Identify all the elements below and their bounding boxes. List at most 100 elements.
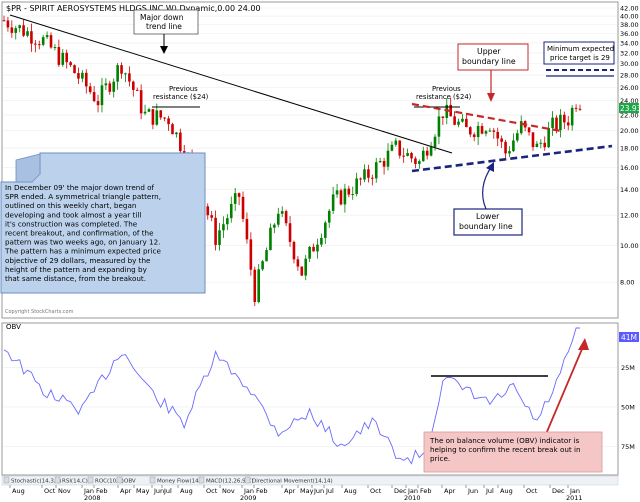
obv-title: OBV	[6, 323, 21, 331]
candle-body	[347, 188, 351, 195]
candle-body	[135, 89, 139, 91]
candle-body	[445, 104, 449, 118]
x-tick-label: Jun	[153, 487, 164, 495]
indicator-tab-label[interactable]: RSI(14,C)	[62, 479, 88, 485]
target-callout	[543, 41, 615, 65]
lower-boundary-callout	[453, 208, 523, 236]
candle-body	[245, 218, 249, 240]
candle-body	[555, 117, 558, 131]
x-tick-label: Jul	[325, 487, 334, 495]
candle-body	[280, 211, 284, 214]
obv-note	[423, 431, 603, 473]
obv-level-label: 41M	[621, 333, 637, 342]
price-tick-label: 22.00	[620, 111, 639, 119]
x-tick-label: May	[136, 487, 150, 495]
candle-body	[65, 52, 68, 63]
indicator-checkbox[interactable]	[87, 476, 94, 484]
candle-body	[10, 27, 14, 33]
candle-body	[139, 90, 143, 114]
candle-body	[402, 155, 405, 157]
candle-body	[496, 131, 500, 139]
candle-body	[222, 224, 225, 231]
candle-body	[57, 47, 61, 65]
candle-body	[249, 239, 253, 270]
candle-body	[147, 109, 151, 112]
candle-body	[312, 246, 315, 252]
commentary-text: In December 09' the major down trend of S…	[4, 183, 161, 283]
price-tick-label: 42.00	[620, 5, 639, 13]
target-text: Minimum expected price target is 29	[547, 45, 614, 62]
candle-body	[159, 110, 163, 118]
indicator-checkbox[interactable]	[3, 476, 10, 484]
candle-body	[543, 142, 547, 148]
obv-arrow	[545, 341, 586, 435]
candle-body	[49, 35, 53, 48]
indicator-checkbox[interactable]	[244, 476, 251, 484]
candle-body	[324, 222, 327, 238]
lower-boundary-text: Lower boundary line	[459, 212, 513, 231]
x-tick-label: Feb	[256, 487, 268, 495]
candle-body	[34, 43, 37, 45]
candle-body	[88, 86, 92, 93]
candle-body	[116, 65, 119, 82]
price-tick-label: 20.00	[620, 127, 639, 135]
candle-body	[284, 211, 288, 224]
candle-body	[22, 25, 25, 36]
downtrend-callout-text: Major down trend line	[140, 13, 184, 31]
candle-body	[292, 241, 296, 260]
x-tick-label: May	[300, 487, 314, 495]
candle-body	[53, 47, 57, 49]
candle-body	[41, 37, 45, 45]
year-label: 2011	[566, 494, 583, 502]
candle-body	[92, 92, 96, 102]
indicator-tab-label[interactable]: MACD(12,26,9,C)	[206, 479, 253, 485]
price-tick-label: 14.00	[620, 186, 639, 194]
candle-body	[566, 122, 570, 126]
candle-body	[331, 194, 335, 211]
indicator-checkbox[interactable]	[116, 476, 123, 484]
indicator-tab-label[interactable]: Directional Movement(14,14)	[252, 479, 333, 485]
price-tick-label: 34.00	[620, 39, 639, 47]
candle-body	[300, 266, 304, 276]
x-tick-label: Dec	[552, 487, 565, 495]
major-downtrend-line	[9, 14, 453, 154]
price-tick-label: 18.00	[620, 145, 639, 153]
candle-body	[14, 28, 18, 33]
candle-body	[394, 140, 398, 145]
price-tick-label: 32.00	[620, 49, 639, 57]
candle-body	[100, 85, 104, 106]
candle-body	[320, 237, 323, 245]
candle-body	[527, 127, 531, 133]
indicator-checkbox[interactable]	[198, 476, 205, 484]
candle-body	[316, 244, 319, 252]
candle-body	[84, 72, 88, 87]
candle-body	[151, 109, 155, 125]
candle-body	[516, 133, 519, 141]
x-tick-label: Oct	[526, 487, 538, 495]
indicator-tab-label[interactable]: Money Flow(14)	[157, 479, 201, 485]
obv-tick-label: 75M	[621, 443, 635, 451]
obv-y-axis: 25M 50M 75M	[621, 364, 635, 451]
indicator-checkbox[interactable]	[149, 476, 156, 484]
indicator-tab-label[interactable]: Stochastic(14,3,3)	[11, 479, 61, 485]
x-tick-label: Jun	[467, 487, 478, 495]
x-tick-label: Apr	[444, 487, 456, 495]
obv-series-line	[3, 327, 580, 465]
candle-body	[563, 114, 566, 123]
candle-body	[504, 141, 507, 154]
candle-body	[484, 131, 488, 134]
indicator-tab-label[interactable]: ROC(10,C)	[95, 479, 124, 485]
candle-body	[269, 227, 272, 251]
indicator-checkbox[interactable]	[54, 476, 61, 484]
candle-body	[233, 193, 237, 204]
x-tick-label: Aug	[180, 487, 193, 495]
candle-body	[218, 230, 221, 245]
candle-body	[132, 81, 135, 90]
candle-body	[18, 25, 21, 29]
candle-body	[578, 108, 582, 110]
price-tick-label: 16.00	[620, 164, 639, 172]
candle-body	[363, 169, 366, 180]
indicator-tab-label[interactable]: OBV	[124, 479, 136, 485]
candle-body	[163, 117, 166, 119]
